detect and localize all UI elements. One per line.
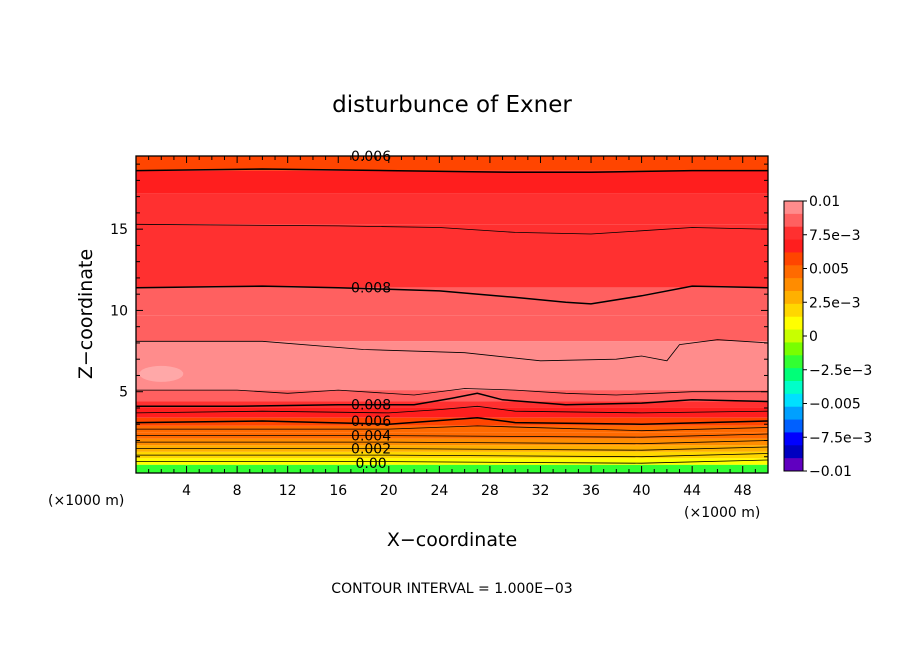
contour-line [136,392,769,408]
x-unit-right: (×1000 m) [684,505,760,521]
colorbar-segment [784,303,803,318]
contour-band [136,193,768,225]
contour-label: 0.008 [351,398,391,414]
x-tick-label: 12 [279,483,297,499]
colorbar-segment [784,239,803,253]
contour-interval-footer: CONTOUR INTERVAL = 1.000E−03 [331,581,572,597]
contour-band [136,425,768,433]
contour-line [136,339,769,362]
colorbar-segment [784,458,803,472]
colorbar-segment [784,406,803,421]
contour-band [136,464,768,473]
colorbar-segment [784,226,803,241]
contour-label: 0.006 [351,149,391,165]
contour-band [136,156,768,171]
colorbar-segment [784,393,803,408]
contour-line [135,285,769,305]
contour-band [136,407,768,418]
x-tick-label: 32 [532,483,550,499]
colorbar-tick-label: −2.5e−3 [809,363,872,379]
contour-line [136,388,768,396]
contour-line [135,223,769,235]
contour-label: 0.004 [351,429,391,445]
x-tick-label: 16 [329,483,347,499]
contour-line [136,425,769,432]
colorbar-segment [784,316,803,331]
colorbar-tick-label: −0.01 [809,464,852,480]
x-unit-left: (×1000 m) [48,493,124,509]
x-tick-label: 40 [633,483,651,499]
colorbar-segment [784,355,803,369]
x-tick-label: 28 [481,483,499,499]
x-tick-label: 8 [233,483,242,499]
colorbar-segment [784,278,803,292]
contour-band [136,315,768,342]
local-maximum-patch [139,365,184,382]
y-axis-label: Z−coordinate [75,249,97,379]
colorbar-tick-label: −0.005 [809,397,861,413]
colorbar: 0.01 7.5e−3 0.005 2.5e−3 0 −2.5e−3 −0.005 −7.5e… [783,194,872,480]
colorbar-segment [784,432,803,446]
contour-band [136,417,768,426]
colorbar-tick-label: 2.5e−3 [809,295,861,311]
contour-line [136,446,769,451]
y-tick-label: 5 [119,385,128,401]
colorbar-tick-label: 0.005 [809,262,849,278]
contour-label: 0.002 [351,442,391,458]
colorbar-segment [784,252,803,266]
contour-band [136,401,768,408]
x-axis-label: X−coordinate [387,529,517,551]
colorbar-segment [784,445,803,459]
chart-title: disturbunce of Exner [332,92,572,118]
contour-line [136,433,769,438]
colorbar-tick-label: −7.5e−3 [809,430,872,446]
colorbar-segment [784,329,803,343]
colorbar-segment [784,213,803,228]
contour-band [136,341,768,391]
contour-line [135,416,769,425]
colorbar-segment [784,419,803,433]
colorbar-tick-label: 0.01 [809,194,840,210]
contour-line [135,405,769,414]
contour-line [136,453,769,458]
colorbar-tick-label: 0 [809,329,818,345]
contour-band [136,390,768,402]
colorbar-segment [784,342,803,356]
x-tick-label: 24 [430,483,448,499]
contour-band [136,170,768,194]
x-tick-label: 48 [734,483,752,499]
colorbar-segment [784,291,803,305]
x-tick-label: 36 [582,483,600,499]
contour-label: 0.00 [356,456,387,472]
colorbar-segment [784,381,803,395]
colorbar-tick-label: 7.5e−3 [809,228,861,244]
x-tick-label: 20 [380,483,398,499]
y-tick-label: 15 [110,222,128,238]
x-tick-label: 4 [182,483,191,499]
contour-line [135,168,768,174]
contour-label: 0.006 [351,414,391,430]
contour-line [136,459,769,464]
colorbar-segment [784,265,803,279]
contour-band [136,224,768,288]
colorbar-segment [784,201,803,215]
contour-label: 0.008 [351,281,391,297]
colorbar-segment [784,368,803,382]
y-tick-label: 10 [110,303,128,319]
x-tick-label: 44 [683,483,701,499]
contour-line [136,440,769,445]
